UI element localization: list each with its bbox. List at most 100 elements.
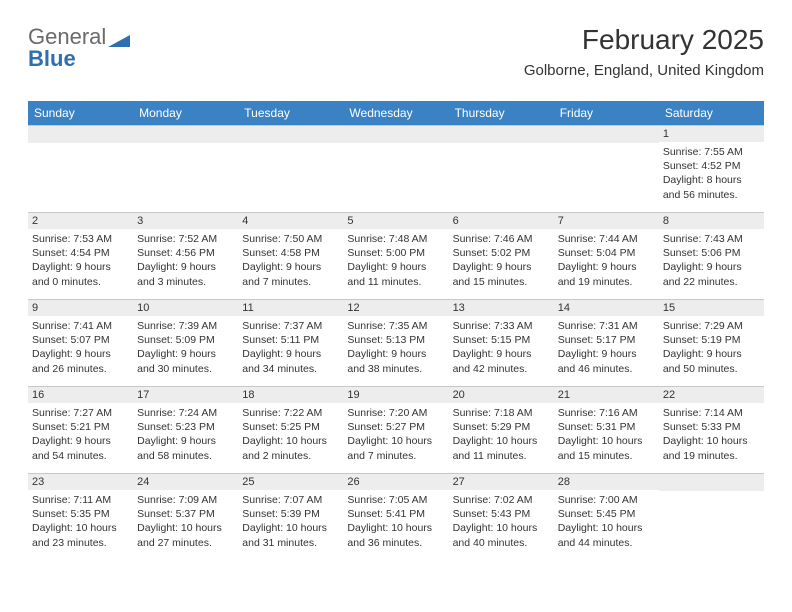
day-line: Sunset: 5:21 PM [32,420,129,434]
day-content: Sunrise: 7:44 AMSunset: 5:04 PMDaylight:… [554,229,659,292]
empty-day-number [133,126,238,143]
day-line: and 19 minutes. [663,449,760,463]
day-line: and 46 minutes. [558,362,655,376]
day-content: Sunrise: 7:41 AMSunset: 5:07 PMDaylight:… [28,316,133,379]
day-content: Sunrise: 7:52 AMSunset: 4:56 PMDaylight:… [133,229,238,292]
day-line: Sunrise: 7:24 AM [137,406,234,420]
day-line: Daylight: 9 hours [137,260,234,274]
day-line: Sunset: 4:56 PM [137,246,234,260]
day-line: Sunset: 5:37 PM [137,507,234,521]
week-row: 23Sunrise: 7:11 AMSunset: 5:35 PMDayligh… [28,473,764,560]
day-line: Daylight: 9 hours [453,260,550,274]
day-number: 20 [449,387,554,403]
empty-day-number [554,126,659,143]
day-cell: 4Sunrise: 7:50 AMSunset: 4:58 PMDaylight… [238,213,343,299]
day-line: Daylight: 9 hours [558,347,655,361]
day-line: Sunset: 5:06 PM [663,246,760,260]
day-cell: 12Sunrise: 7:35 AMSunset: 5:13 PMDayligh… [343,300,448,386]
day-line: Sunrise: 7:41 AM [32,319,129,333]
day-line: Daylight: 10 hours [242,434,339,448]
week-row: 9Sunrise: 7:41 AMSunset: 5:07 PMDaylight… [28,299,764,386]
day-number: 19 [343,387,448,403]
day-cell: 10Sunrise: 7:39 AMSunset: 5:09 PMDayligh… [133,300,238,386]
day-line: Daylight: 9 hours [558,260,655,274]
day-line: and 2 minutes. [242,449,339,463]
empty-day-number [659,474,764,491]
day-line: Daylight: 9 hours [242,260,339,274]
day-line: Sunset: 5:25 PM [242,420,339,434]
day-line: and 56 minutes. [663,188,760,202]
day-line: and 11 minutes. [347,275,444,289]
day-number: 5 [343,213,448,229]
day-line: Daylight: 9 hours [347,347,444,361]
day-line: Sunrise: 7:46 AM [453,232,550,246]
day-number: 8 [659,213,764,229]
day-line: Daylight: 10 hours [32,521,129,535]
day-line: Daylight: 9 hours [137,434,234,448]
day-line: and 11 minutes. [453,449,550,463]
day-number: 2 [28,213,133,229]
day-number: 15 [659,300,764,316]
week-row: 2Sunrise: 7:53 AMSunset: 4:54 PMDaylight… [28,212,764,299]
day-line: and 58 minutes. [137,449,234,463]
day-content: Sunrise: 7:50 AMSunset: 4:58 PMDaylight:… [238,229,343,292]
day-line: and 19 minutes. [558,275,655,289]
day-number: 13 [449,300,554,316]
day-content: Sunrise: 7:27 AMSunset: 5:21 PMDaylight:… [28,403,133,466]
day-content: Sunrise: 7:20 AMSunset: 5:27 PMDaylight:… [343,403,448,466]
day-content: Sunrise: 7:29 AMSunset: 5:19 PMDaylight:… [659,316,764,379]
day-line: and 34 minutes. [242,362,339,376]
day-line: and 54 minutes. [32,449,129,463]
day-content: Sunrise: 7:16 AMSunset: 5:31 PMDaylight:… [554,403,659,466]
weekday-cell: Thursday [449,101,554,125]
day-line: and 22 minutes. [663,275,760,289]
day-line: Daylight: 10 hours [347,521,444,535]
day-line: and 3 minutes. [137,275,234,289]
day-line: Daylight: 10 hours [558,521,655,535]
day-number: 12 [343,300,448,316]
day-content: Sunrise: 7:24 AMSunset: 5:23 PMDaylight:… [133,403,238,466]
day-line: and 0 minutes. [32,275,129,289]
weekday-cell: Sunday [28,101,133,125]
day-line: and 36 minutes. [347,536,444,550]
day-line: Daylight: 9 hours [32,260,129,274]
day-line: Sunset: 5:31 PM [558,420,655,434]
day-line: Sunrise: 7:20 AM [347,406,444,420]
day-line: Sunset: 5:07 PM [32,333,129,347]
day-number: 4 [238,213,343,229]
day-cell: 27Sunrise: 7:02 AMSunset: 5:43 PMDayligh… [449,474,554,560]
day-cell: 11Sunrise: 7:37 AMSunset: 5:11 PMDayligh… [238,300,343,386]
week-row: 16Sunrise: 7:27 AMSunset: 5:21 PMDayligh… [28,386,764,473]
day-line: Sunset: 5:33 PM [663,420,760,434]
logo-triangle-icon [108,29,130,45]
day-line: and 50 minutes. [663,362,760,376]
day-number: 9 [28,300,133,316]
day-line: Sunrise: 7:43 AM [663,232,760,246]
weekday-cell: Tuesday [238,101,343,125]
day-content: Sunrise: 7:18 AMSunset: 5:29 PMDaylight:… [449,403,554,466]
day-cell [554,126,659,212]
day-line: Sunrise: 7:37 AM [242,319,339,333]
day-cell: 5Sunrise: 7:48 AMSunset: 5:00 PMDaylight… [343,213,448,299]
day-line: Sunrise: 7:48 AM [347,232,444,246]
day-cell: 26Sunrise: 7:05 AMSunset: 5:41 PMDayligh… [343,474,448,560]
day-cell: 20Sunrise: 7:18 AMSunset: 5:29 PMDayligh… [449,387,554,473]
day-cell: 13Sunrise: 7:33 AMSunset: 5:15 PMDayligh… [449,300,554,386]
day-cell [133,126,238,212]
day-line: Daylight: 9 hours [663,347,760,361]
day-cell: 23Sunrise: 7:11 AMSunset: 5:35 PMDayligh… [28,474,133,560]
day-line: Sunset: 5:19 PM [663,333,760,347]
day-content: Sunrise: 7:31 AMSunset: 5:17 PMDaylight:… [554,316,659,379]
day-line: Sunset: 5:29 PM [453,420,550,434]
day-line: Daylight: 9 hours [32,434,129,448]
day-line: Sunrise: 7:55 AM [663,145,760,159]
day-cell: 16Sunrise: 7:27 AMSunset: 5:21 PMDayligh… [28,387,133,473]
day-number: 10 [133,300,238,316]
day-line: and 40 minutes. [453,536,550,550]
week-row: 1Sunrise: 7:55 AMSunset: 4:52 PMDaylight… [28,125,764,212]
day-line: and 7 minutes. [347,449,444,463]
day-line: and 23 minutes. [32,536,129,550]
day-cell: 9Sunrise: 7:41 AMSunset: 5:07 PMDaylight… [28,300,133,386]
day-number: 25 [238,474,343,490]
day-line: and 26 minutes. [32,362,129,376]
